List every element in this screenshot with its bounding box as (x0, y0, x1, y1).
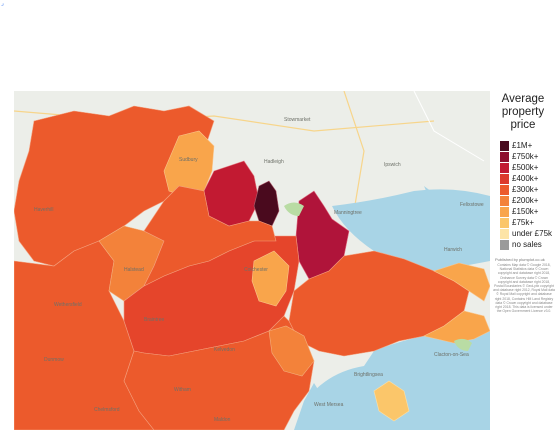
data-attribution: Contains Map data © Google 2018, Nationa… (493, 263, 555, 314)
place-label-braintree: Braintree (144, 317, 165, 323)
place-label-brightlingsea: Brightlingsea (354, 372, 383, 378)
blackwater-estuary (294, 383, 319, 430)
region-mersea[interactable] (268, 325, 315, 377)
legend-swatch (500, 239, 509, 250)
legend-swatch (500, 228, 509, 239)
legend-item: no sales (500, 239, 542, 250)
region-brightlingsea[interactable] (373, 380, 410, 422)
river-orwell (424, 186, 490, 229)
legend-label: £200k+ (512, 196, 539, 205)
legend-item: under £75k (500, 228, 552, 239)
place-label-manningtree: Manningtree (334, 210, 362, 216)
legend-title: Average property price (490, 93, 556, 132)
legend-item: £200k+ (500, 195, 538, 206)
legend-swatch (500, 217, 509, 228)
place-label-kelvedon: Kelvedon (214, 347, 235, 353)
place-label-dunmow: Dunmow (44, 357, 64, 363)
legend-label: under £75k (512, 229, 553, 238)
place-label-halstead: Halstead (124, 267, 144, 273)
legend-label: £300k+ (512, 185, 539, 194)
legend-label: £150k+ (512, 207, 539, 216)
place-label-ipswich: Ipswich (384, 162, 401, 168)
map-canvas: Ipswich Felixstowe Harwich Colchester Br… (14, 91, 556, 430)
legend-title-line: property (501, 106, 545, 118)
legend-item: £400k+ (500, 173, 538, 184)
legend-label: no sales (512, 240, 542, 249)
legend-item: £75k+ (500, 217, 534, 228)
place-label-witham: Witham (174, 387, 191, 393)
legend-label: £750k+ (512, 152, 539, 161)
legend-swatch (500, 162, 509, 173)
place-label-colchester: Colchester (244, 267, 268, 273)
legend-item: £150k+ (500, 206, 538, 217)
place-label-chelmsford: Chelmsford (94, 407, 120, 413)
legend-swatch (500, 151, 509, 162)
legend-label: £1M+ (512, 141, 533, 150)
legend-item: £300k+ (500, 184, 538, 195)
region-dedham[interactable] (253, 180, 280, 227)
legend-title-line: price (510, 119, 536, 131)
place-label-haverhill: Haverhill (34, 207, 53, 213)
sea-water (304, 329, 490, 430)
legend-item: £500k+ (500, 162, 538, 173)
place-label-sudbury: Sudbury (179, 157, 198, 163)
place-label-clacton: Clacton-on-Sea (434, 352, 469, 358)
legend-title-line: Average (501, 93, 545, 105)
park-area (284, 202, 304, 216)
region-colchester[interactable] (251, 250, 290, 307)
place-label-maldon: Maldon (214, 417, 231, 423)
legend-label: £400k+ (512, 174, 539, 183)
legend-item: £750k+ (500, 151, 538, 162)
map-legend: Average property price £1M+ £750k+ £500k… (490, 91, 556, 430)
region-central-north[interactable] (143, 185, 277, 287)
place-label-harwich: Harwich (444, 247, 462, 253)
place-label-stowmarket: Stowmarket (284, 117, 311, 123)
legend-item: £1M+ (500, 140, 532, 151)
place-label-felixstowe: Felixstowe (460, 202, 484, 208)
legend-swatch (500, 140, 509, 151)
place-label-mersea: West Mersea (314, 402, 344, 408)
legend-swatch (500, 173, 509, 184)
legend-swatch (500, 206, 509, 217)
legend-swatch (500, 184, 509, 195)
place-label-wethersfield: Wethersfield (54, 302, 82, 308)
region-west-north[interactable] (14, 105, 215, 267)
legend-label: £75k+ (512, 218, 535, 227)
place-label-hadleigh: Hadleigh (264, 159, 284, 165)
road (343, 91, 365, 212)
road (413, 91, 485, 162)
region-harwich[interactable] (433, 262, 491, 302)
legend-swatch (500, 195, 509, 206)
choropleth-map[interactable]: Ipswich Felixstowe Harwich Colchester Br… (14, 91, 556, 430)
corner-mark: ⌟ (1, 1, 4, 7)
published-by-credit: Published by plumplot.co.uk (495, 257, 545, 262)
legend-label: £500k+ (512, 163, 539, 172)
park-area (454, 338, 472, 351)
